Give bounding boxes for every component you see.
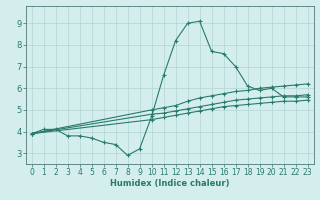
X-axis label: Humidex (Indice chaleur): Humidex (Indice chaleur) [110, 179, 229, 188]
